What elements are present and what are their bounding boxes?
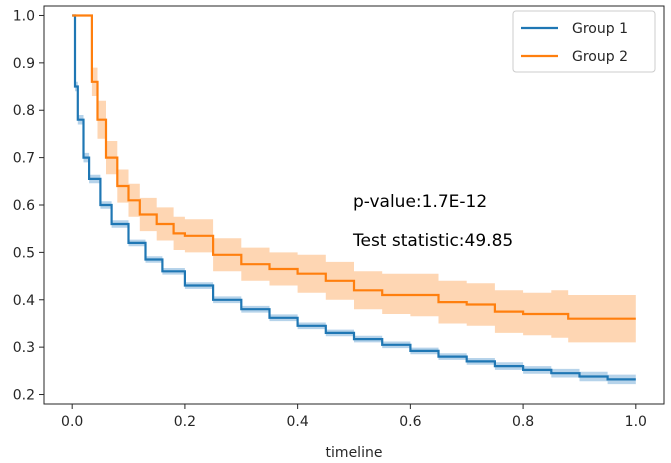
y-tick-label: 0.8 [13, 103, 35, 119]
p-value-annotation: p-value:1.7E-12 [353, 192, 487, 212]
x-tick-label: 0.2 [174, 414, 196, 430]
y-tick-label: 0.9 [13, 56, 35, 72]
legend-label-group-2: Group 2 [572, 49, 628, 65]
x-tick-label: 0.6 [399, 414, 421, 430]
y-tick-label: 1.0 [13, 8, 35, 24]
y-tick-label: 0.6 [13, 198, 35, 214]
x-axis-ticks: 0.0 0.2 0.4 0.6 0.8 1.0 [61, 404, 647, 430]
survival-line-group-1 [72, 14, 636, 381]
survival-line-group-2 [72, 14, 636, 320]
confidence-bands [72, 15, 636, 385]
x-tick-label: 0.4 [287, 414, 309, 430]
survival-lines [72, 14, 636, 381]
confidence-band-group-2 [72, 15, 636, 343]
y-tick-label: 0.3 [13, 340, 35, 356]
x-axis-label: timeline [326, 445, 383, 461]
x-tick-label: 0.8 [512, 414, 534, 430]
legend: Group 1 Group 2 [512, 10, 656, 73]
x-tick-label: 0.0 [61, 414, 83, 430]
y-tick-label: 0.5 [13, 245, 35, 261]
y-tick-label: 0.4 [13, 293, 35, 309]
legend-label-group-1: Group 1 [572, 21, 628, 37]
test-statistic-annotation: Test statistic:49.85 [352, 231, 513, 251]
y-tick-label: 0.2 [13, 388, 35, 404]
x-tick-label: 1.0 [625, 414, 647, 430]
y-axis-ticks: 0.2 0.3 0.4 0.5 0.6 0.7 0.8 0.9 1.0 [13, 8, 44, 404]
y-tick-label: 0.7 [13, 151, 35, 167]
